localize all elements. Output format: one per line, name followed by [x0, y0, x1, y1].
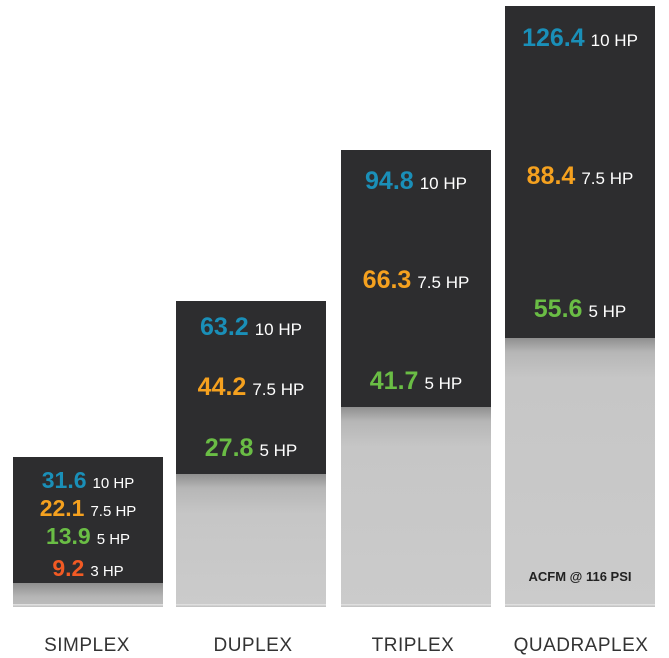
horsepower-label: 7.5 HP [90, 503, 137, 520]
value-entry: 94.8 10 HP [341, 169, 491, 194]
column-floor-line [341, 604, 491, 607]
value-entry: 13.9 5 HP [13, 525, 163, 548]
horsepower-label: 7.5 HP [252, 380, 305, 399]
column-duplex: 63.2 10 HP 44.2 7.5 HP 27.8 5 HP [176, 0, 326, 610]
value-entry: 55.6 5 HP [505, 297, 655, 322]
unit-footnote: ACFM @ 116 PSI [528, 569, 632, 584]
horsepower-label: 5 HP [259, 441, 298, 460]
category-label-simplex: SIMPLEX [44, 635, 130, 656]
column-quadraplex: 126.4 10 HP 88.4 7.5 HP 55.6 5 HP ACFM @ 116 P… [505, 0, 655, 610]
column-floor-line [13, 604, 163, 607]
column-dark-panel [341, 150, 491, 407]
horsepower-label: 10 HP [419, 174, 467, 193]
value-entry: 22.1 7.5 HP [13, 497, 163, 520]
column-base-block [176, 474, 326, 604]
value-entry: 31.6 10 HP [13, 469, 163, 492]
column-base-block [13, 583, 163, 604]
horsepower-label: 7.5 HP [417, 273, 470, 292]
category-label-duplex: DUPLEX [213, 635, 293, 656]
column-floor-line [505, 604, 655, 607]
value-entry: 27.8 5 HP [176, 436, 326, 461]
value-number: 94.8 [365, 167, 414, 195]
value-entry: 41.7 5 HP [341, 369, 491, 394]
horsepower-label: 7.5 HP [581, 169, 634, 188]
column-base-block [341, 407, 491, 604]
value-number: 31.6 [41, 467, 87, 493]
value-number: 55.6 [533, 295, 583, 323]
value-entry: 88.4 7.5 HP [505, 164, 655, 189]
value-entry: 63.2 10 HP [176, 315, 326, 340]
column-dark-panel [176, 301, 326, 474]
value-number: 126.4 [522, 24, 585, 52]
column-dark-panel [13, 457, 163, 583]
value-entry: 66.3 7.5 HP [341, 268, 491, 293]
category-label-quadraplex: QUADRAPLEX [513, 635, 649, 656]
value-number: 22.1 [39, 495, 85, 521]
value-number: 66.3 [362, 266, 412, 294]
horsepower-label: 10 HP [590, 31, 638, 50]
column-dark-panel [505, 6, 655, 338]
value-entry: 126.4 10 HP [505, 26, 655, 51]
column-base-block [505, 338, 655, 604]
value-number: 44.2 [197, 373, 247, 401]
value-entry: 9.2 3 HP [13, 557, 163, 580]
horsepower-label: 5 HP [96, 531, 131, 548]
category-label-triplex: TRIPLEX [371, 635, 455, 656]
column-simplex: 31.6 10 HP 22.1 7.5 HP 13.9 5 HP 9.2 3 HP [13, 0, 163, 610]
value-number: 13.9 [45, 523, 91, 549]
value-number: 27.8 [204, 434, 254, 462]
horsepower-label: 10 HP [92, 475, 135, 492]
value-number: 41.7 [369, 367, 419, 395]
value-entry: 44.2 7.5 HP [176, 375, 326, 400]
column-triplex: 94.8 10 HP 66.3 7.5 HP 41.7 5 HP [341, 0, 491, 610]
value-number: 63.2 [200, 313, 249, 341]
value-number: 88.4 [526, 162, 576, 190]
horsepower-label: 3 HP [90, 563, 124, 580]
horsepower-label: 5 HP [588, 302, 627, 321]
horsepower-label: 10 HP [254, 320, 302, 339]
value-number: 9.2 [52, 555, 85, 581]
horsepower-label: 5 HP [424, 374, 463, 393]
column-floor-line [176, 604, 326, 607]
